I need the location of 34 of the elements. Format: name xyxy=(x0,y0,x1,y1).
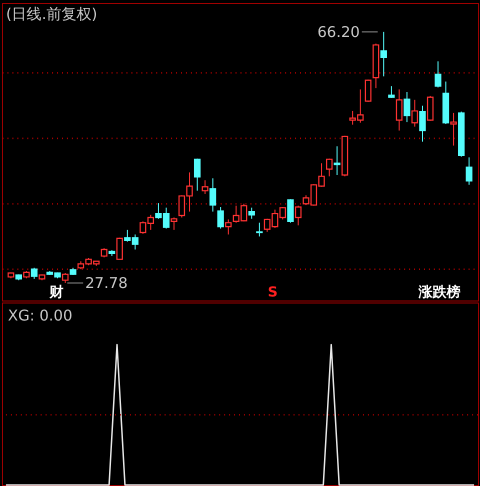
text: S xyxy=(268,284,278,301)
candlestick xyxy=(364,79,372,102)
candlestick xyxy=(450,112,457,146)
candlestick xyxy=(62,272,69,284)
annotation: 27.78 xyxy=(85,274,128,292)
candlestick xyxy=(30,267,38,280)
candlestick xyxy=(419,105,426,142)
candlestick xyxy=(404,92,410,123)
candlestick xyxy=(202,180,208,194)
candlestick xyxy=(217,206,224,230)
candlestick xyxy=(434,60,442,88)
candlestick xyxy=(326,158,333,177)
candlestick xyxy=(411,99,418,128)
candlestick xyxy=(210,178,216,212)
text: 涨跌榜 xyxy=(417,284,460,301)
candlestick xyxy=(426,95,434,122)
candlestick xyxy=(116,237,123,260)
candlestick xyxy=(248,207,255,220)
candlestick xyxy=(287,198,294,224)
candlestick xyxy=(380,31,387,77)
candlestick xyxy=(388,86,395,98)
annotation: 66.20 xyxy=(317,22,360,41)
candlestick xyxy=(170,216,178,230)
chart-title: XG: 0.00 xyxy=(8,306,72,324)
candlestick xyxy=(256,222,263,237)
candlestick xyxy=(396,88,403,132)
candlestick xyxy=(194,158,201,192)
candlestick xyxy=(466,156,472,186)
text: 财 xyxy=(48,284,64,301)
chart-title: (日线.前复权) xyxy=(6,4,98,23)
candlestick xyxy=(334,146,340,176)
candlestick xyxy=(225,218,232,235)
candlestick xyxy=(100,248,108,258)
candlestick xyxy=(294,205,302,226)
